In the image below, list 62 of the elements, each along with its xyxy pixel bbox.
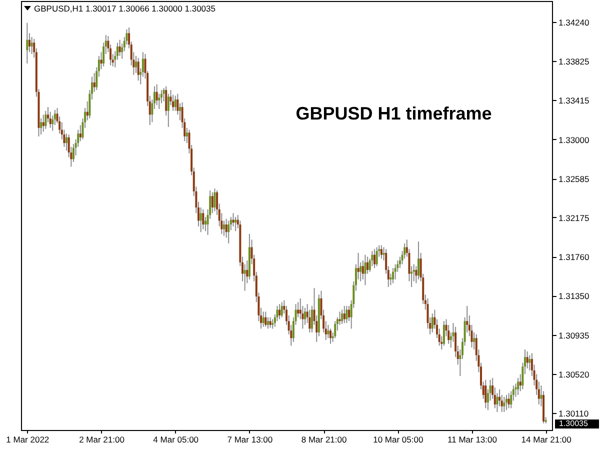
candlestick: [269, 316, 272, 328]
y-tick-label: 1.32585: [558, 174, 590, 184]
y-tick-label: 1.34240: [558, 17, 590, 28]
x-tick-label: 11 Mar 13:00: [448, 434, 498, 444]
candlestick: [137, 57, 140, 82]
x-tick-label: 8 Mar 21:00: [301, 434, 347, 444]
candlestick: [42, 114, 44, 132]
candlestick: [505, 394, 508, 411]
y-tick-label: 1.31760: [558, 252, 590, 262]
x-tick-label: 7 Mar 13:00: [227, 434, 273, 444]
candlestick: [517, 377, 520, 396]
x-tick-label: 4 Mar 05:00: [153, 434, 199, 444]
candlestick: [49, 111, 52, 128]
x-tick-label: 10 Mar 05:00: [373, 434, 424, 444]
candlestick: [508, 392, 510, 409]
candlestick: [272, 318, 274, 330]
x-tick-label: 2 Mar 21:00: [79, 434, 125, 444]
candlestick: [376, 246, 378, 267]
candlestick: [329, 328, 332, 344]
candlestick: [334, 320, 336, 339]
y-tick-label: 1.30935: [558, 330, 590, 340]
candlestick: [280, 302, 283, 318]
candlestick: [72, 144, 74, 162]
candlestick: [417, 241, 420, 280]
candlestick: [156, 84, 158, 106]
candlestick: [304, 307, 306, 326]
y-tick-label: 1.33825: [558, 56, 590, 67]
candlestick: [228, 220, 230, 244]
annotation: GBPUSD H1 timeframe: [296, 103, 492, 124]
candlestick: [380, 244, 382, 260]
candlestick: [278, 304, 281, 320]
candlestick: [172, 94, 174, 112]
x-tick-label: 14 Mar 21:00: [521, 434, 572, 444]
candlestick: [26, 22, 28, 64]
candlestick: [442, 320, 445, 346]
candlestick: [343, 305, 346, 324]
candlestick: [30, 36, 33, 55]
candlestick: [431, 313, 434, 333]
y-tick-label: 1.33415: [558, 95, 590, 106]
candlestick: [262, 311, 264, 328]
candlestick: [214, 188, 216, 212]
candlestick: [346, 305, 348, 324]
candlestick: [392, 268, 394, 284]
y-tick-label: 1.33000: [558, 134, 590, 145]
candlestick: [394, 264, 396, 280]
candlestick: [174, 95, 176, 112]
text: 1.30035: [559, 419, 588, 428]
candlestick: [503, 396, 506, 413]
candlestick: [202, 208, 204, 230]
candlestick: [373, 248, 376, 269]
y-tick-label: 1.30520: [558, 370, 590, 380]
y-tick-label: 1.31350: [558, 291, 590, 302]
candlestick: [341, 309, 344, 324]
chart-title: GBPUSD,H1 1.30017 1.30066 1.30000 1.30035: [34, 4, 216, 14]
candlestick: [264, 311, 267, 328]
candlestick: [118, 39, 121, 56]
candlestick: [44, 110, 47, 130]
candlestick: [484, 379, 487, 409]
y-tick-label: 1.32175: [558, 212, 590, 223]
y-tick-label: 1.30110: [558, 408, 589, 418]
x-tick-label: 1 Mar 2022: [6, 434, 50, 444]
candlestick: [364, 254, 366, 286]
